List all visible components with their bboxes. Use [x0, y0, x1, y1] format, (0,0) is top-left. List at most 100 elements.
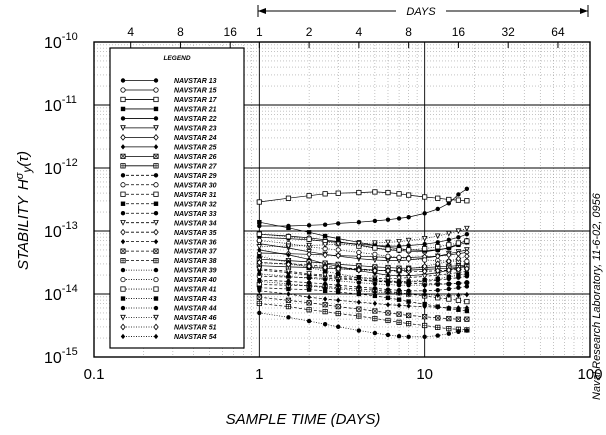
series-point	[372, 189, 378, 195]
series-point	[446, 305, 452, 311]
series-point	[372, 218, 378, 224]
legend-marker-right	[153, 248, 159, 254]
series-point	[257, 285, 262, 290]
legend-marker-right	[153, 173, 159, 178]
series-point	[446, 331, 452, 336]
series-point	[406, 291, 411, 297]
y-axis-label: STABILITY Hσy(τ)	[14, 151, 34, 270]
series-point	[306, 283, 312, 289]
legend-row: NAVSTAR 46	[120, 314, 217, 322]
series-point	[445, 230, 452, 237]
series-point	[396, 191, 402, 197]
marker-plus	[120, 163, 126, 169]
legend-label: NAVSTAR 15	[174, 88, 217, 95]
series-point	[372, 245, 378, 251]
top-tick-label: 8	[177, 25, 184, 39]
legend-row: NAVSTAR 26	[120, 153, 217, 161]
legend-marker-right	[153, 276, 159, 283]
legend-label: NAVSTAR 33	[174, 211, 217, 218]
series-point	[372, 267, 378, 275]
y-axis-label-y: y	[20, 166, 34, 174]
series-point	[336, 236, 341, 241]
series-1	[257, 186, 470, 229]
legend-marker-left	[120, 201, 126, 206]
series-point	[322, 322, 328, 327]
series-point	[356, 328, 362, 333]
legend-marker-right	[153, 296, 159, 301]
series-point	[421, 267, 428, 275]
marker-plus	[385, 318, 391, 323]
series-20	[256, 300, 470, 333]
series-point	[396, 334, 402, 339]
marker-cross	[456, 316, 461, 322]
marker-plus	[336, 311, 341, 316]
legend-label: NAVSTAR 26	[174, 154, 217, 161]
legend-marker-left	[120, 173, 126, 178]
top-tick-label: 32	[502, 25, 516, 39]
legend-label: NAVSTAR 43	[174, 296, 217, 303]
legend-marker-left	[120, 305, 126, 311]
series-point	[406, 312, 412, 319]
legend-marker-left	[120, 333, 126, 340]
series-point	[435, 267, 441, 275]
marker-cross	[322, 302, 328, 308]
series-point	[385, 217, 391, 222]
series-point	[256, 231, 262, 237]
legend-marker-left	[120, 116, 126, 121]
series-point	[435, 260, 441, 268]
series-point	[422, 282, 427, 288]
legend-label: NAVSTAR 32	[174, 201, 217, 208]
x-tick-labels: 0.1 1 10 100	[84, 366, 603, 383]
series-point	[396, 319, 402, 325]
x-tick-label: 1	[255, 366, 263, 383]
series-line	[259, 296, 467, 320]
series-point	[286, 281, 291, 287]
series-line	[259, 273, 467, 286]
series-point	[322, 285, 328, 291]
legend-marker-left	[120, 163, 126, 169]
marker-cross	[422, 314, 428, 320]
series-point	[306, 193, 312, 199]
series-line	[259, 281, 467, 296]
series-point	[285, 297, 292, 303]
series-point	[396, 302, 402, 309]
series-point	[356, 280, 362, 285]
legend-marker-left	[120, 78, 126, 83]
series-point	[322, 302, 328, 308]
series-point	[322, 281, 328, 287]
series-point	[306, 223, 312, 228]
series-point	[435, 247, 440, 253]
series-point	[456, 305, 461, 311]
series-point	[422, 288, 427, 294]
top-tick-labels: 4 8 16 1 2 4 8 16 32 64	[127, 25, 565, 48]
legend-marker-right	[153, 286, 159, 292]
series-point	[257, 254, 262, 259]
series-point	[464, 258, 470, 264]
series-point	[464, 305, 470, 311]
series-point	[385, 282, 391, 287]
legend-row: NAVSTAR 17	[120, 96, 218, 104]
series-point	[322, 222, 328, 227]
legend-row: NAVSTAR 33	[120, 211, 217, 218]
y-tick-label: 10-15	[44, 346, 78, 367]
series-point	[396, 288, 402, 293]
legend-label: NAVSTAR 27	[174, 163, 218, 170]
legend-marker-right	[153, 211, 159, 216]
legend-label: NAVSTAR 38	[174, 258, 217, 265]
series-point	[396, 216, 402, 221]
series-point	[385, 246, 391, 252]
marker-cross	[306, 300, 312, 306]
legend-marker-right	[153, 258, 159, 264]
series-point	[372, 330, 378, 336]
series-point	[435, 288, 440, 293]
legend-marker-right	[153, 220, 159, 226]
series-point	[455, 255, 462, 263]
series-point	[456, 235, 461, 240]
series-point	[464, 316, 470, 322]
series-point	[372, 281, 378, 287]
series-point	[464, 308, 470, 314]
series-point	[356, 313, 362, 319]
legend-marker-right	[153, 323, 159, 331]
series-point	[285, 268, 292, 275]
series-point	[322, 296, 328, 302]
